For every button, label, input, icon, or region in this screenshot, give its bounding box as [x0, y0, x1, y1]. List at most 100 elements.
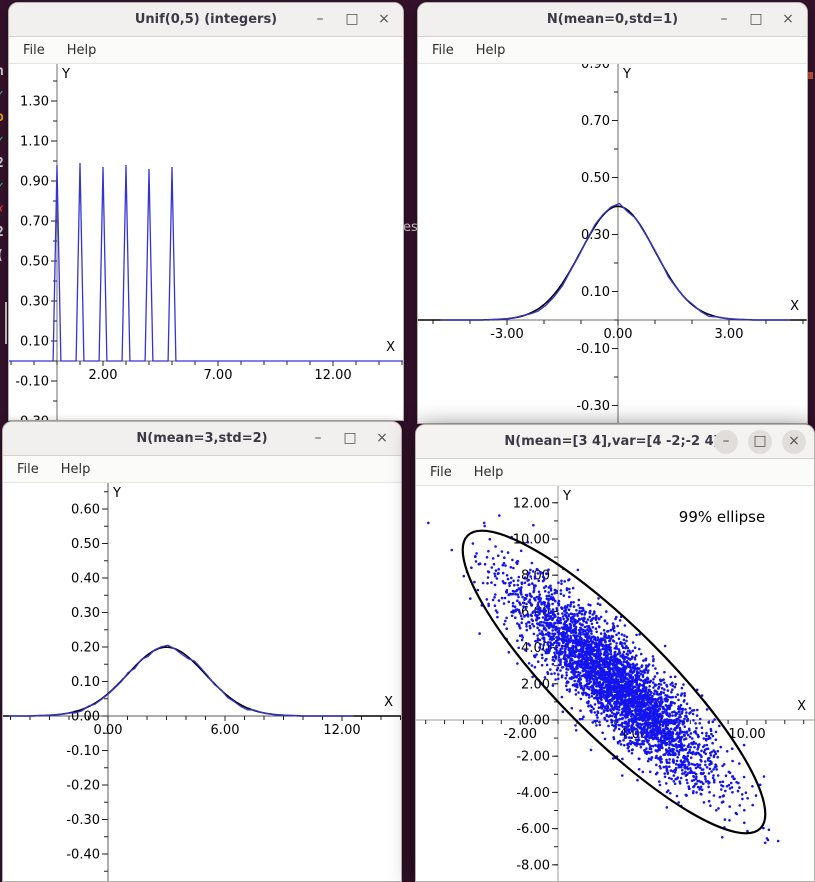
svg-text:-0.30: -0.30	[66, 813, 100, 828]
svg-text:Y: Y	[112, 486, 121, 501]
maximize-button[interactable]: □	[345, 10, 359, 27]
svg-text:0.00: 0.00	[521, 714, 550, 729]
terminal-glyph: 2	[0, 156, 4, 171]
close-button[interactable]: ×	[782, 429, 806, 454]
window-n01: N(mean=0,std=1) – □ × File Help -3.00 0.0…	[417, 2, 808, 424]
svg-text:-6.00: -6.00	[516, 822, 550, 837]
svg-text:0.90: 0.90	[581, 64, 610, 72]
svg-text:-0.10: -0.10	[66, 744, 100, 759]
menu-help[interactable]: Help	[473, 464, 504, 480]
menubar: File Help	[3, 456, 401, 483]
menu-file[interactable]: File	[430, 464, 452, 480]
terminal-glyph: o	[0, 110, 4, 125]
menu-file[interactable]: File	[17, 461, 39, 477]
svg-text:2.00: 2.00	[89, 368, 118, 383]
terminal-glyph: 2	[0, 225, 4, 240]
svg-text:Y: Y	[562, 489, 571, 504]
svg-text:0.10: 0.10	[71, 675, 100, 690]
svg-text:12.00: 12.00	[314, 368, 351, 383]
svg-text:X: X	[797, 699, 806, 714]
terminal-glyph: ✗	[0, 202, 4, 217]
terminal-red-mark	[808, 72, 813, 79]
minimize-button[interactable]: –	[316, 10, 324, 27]
svg-text:1.30: 1.30	[20, 95, 49, 110]
plot-canvas-unif: 2.00 7.00 12.00 1.30 1.10 0.90 0.70 0.50 0.30 0.1…	[9, 64, 403, 422]
titlebar[interactable]: N(mean=0,std=1) – □ ×	[418, 3, 807, 37]
window-n32: N(mean=3,std=2) – □ × File Help 0.00 6.00…	[2, 421, 402, 882]
ellipse-annotation: 99% ellipse	[679, 508, 765, 526]
svg-text:0.00: 0.00	[71, 710, 100, 725]
maximize-button[interactable]: □	[748, 429, 772, 454]
svg-text:-0.10: -0.10	[15, 375, 49, 390]
window-title: Unif(0,5) (integers)	[134, 12, 278, 27]
svg-text:-2.00: -2.00	[503, 727, 537, 742]
titlebar[interactable]: N(mean=[3 4],var=[4 -2;-2 4]) – □ ×	[416, 425, 814, 459]
svg-text:-3.00: -3.00	[490, 327, 524, 342]
minimize-button[interactable]: –	[720, 10, 728, 27]
terminal-text-fragment: es	[403, 220, 417, 235]
terminal-glyph: ✓	[0, 87, 4, 102]
svg-text:0.10: 0.10	[20, 335, 49, 350]
close-button[interactable]: ×	[378, 10, 390, 27]
menu-file[interactable]: File	[23, 42, 45, 58]
window-title: N(mean=[3 4],var=[4 -2;-2 4])	[504, 434, 726, 449]
svg-text:12.00: 12.00	[513, 496, 550, 511]
svg-text:6.00: 6.00	[211, 723, 240, 738]
menubar: File Help	[418, 37, 807, 64]
svg-text:0.00: 0.00	[604, 327, 633, 342]
titlebar[interactable]: N(mean=3,std=2) – □ ×	[3, 422, 401, 456]
svg-text:0.50: 0.50	[71, 537, 100, 552]
menubar: File Help	[9, 37, 403, 64]
svg-text:0.10: 0.10	[581, 285, 610, 300]
svg-text:-0.30: -0.30	[15, 415, 49, 422]
menu-help[interactable]: Help	[60, 461, 91, 477]
window-unif: Unif(0,5) (integers) – □ × File Help 2.0…	[8, 2, 404, 421]
terminal-glyph: ✓	[0, 133, 4, 148]
svg-text:-0.10: -0.10	[576, 342, 610, 357]
svg-text:0.50: 0.50	[20, 255, 49, 270]
svg-text:0.00: 0.00	[94, 723, 123, 738]
plot-canvas-n01: -3.00 0.00 3.00 0.90 0.70 0.50 0.30 0.10 -0.10 -0…	[418, 64, 807, 423]
plot-canvas-n32: 0.006.0012.000.700.600.500.400.300.200.1…	[3, 483, 401, 881]
terminal-glyph: ✓	[0, 179, 4, 194]
minimize-button[interactable]: –	[314, 429, 322, 446]
svg-text:0.30: 0.30	[71, 606, 100, 621]
svg-text:Y: Y	[622, 67, 631, 82]
svg-text:0.30: 0.30	[581, 228, 610, 243]
terminal-cursor-line	[5, 302, 7, 344]
minimize-button[interactable]: –	[714, 429, 738, 454]
svg-text:0.30: 0.30	[20, 295, 49, 310]
maximize-button[interactable]: □	[749, 10, 763, 27]
titlebar[interactable]: Unif(0,5) (integers) – □ ×	[9, 3, 403, 37]
maximize-button[interactable]: □	[343, 429, 357, 446]
svg-text:Y: Y	[61, 67, 70, 82]
svg-text:2.00: 2.00	[521, 677, 550, 692]
terminal-glyph: n	[0, 64, 4, 79]
svg-text:10.00: 10.00	[728, 727, 765, 742]
svg-text:0.60: 0.60	[71, 503, 100, 518]
window-title: N(mean=0,std=1)	[546, 12, 679, 27]
svg-text:1.10: 1.10	[20, 135, 49, 150]
svg-text:-4.00: -4.00	[516, 786, 550, 801]
window-title: N(mean=3,std=2)	[136, 431, 268, 446]
svg-text:10.00: 10.00	[513, 533, 550, 548]
svg-text:0.20: 0.20	[71, 641, 100, 656]
svg-text:0.50: 0.50	[581, 171, 610, 186]
menu-help[interactable]: Help	[475, 42, 506, 58]
svg-text:X: X	[384, 695, 393, 710]
svg-text:3.00: 3.00	[715, 327, 744, 342]
menu-file[interactable]: File	[432, 42, 454, 58]
svg-text:0.70: 0.70	[581, 114, 610, 129]
close-button[interactable]: ×	[376, 429, 388, 446]
menu-help[interactable]: Help	[66, 42, 97, 58]
svg-text:0.90: 0.90	[20, 175, 49, 190]
plot-canvas-mvn: -2.004.0010.0012.0010.008.006.004.002.00…	[416, 486, 814, 881]
close-button[interactable]: ×	[782, 10, 794, 27]
svg-text:7.00: 7.00	[204, 368, 233, 383]
svg-text:-0.20: -0.20	[66, 779, 100, 794]
svg-text:-8.00: -8.00	[516, 858, 550, 873]
svg-text:0.40: 0.40	[71, 572, 100, 587]
svg-text:12.00: 12.00	[323, 723, 360, 738]
svg-text:-0.30: -0.30	[576, 399, 610, 414]
